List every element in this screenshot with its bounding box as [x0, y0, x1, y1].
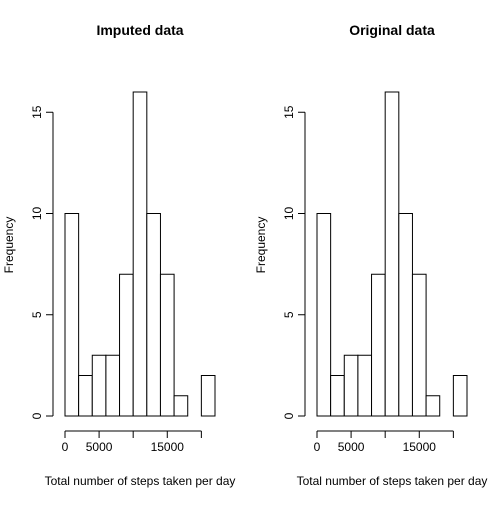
- x-tick-label: 5000: [86, 440, 113, 454]
- histogram-bar: [200, 375, 216, 417]
- y-axis-label: Frequency: [254, 217, 268, 274]
- panel-title: Original data: [349, 22, 435, 38]
- panel-title: Imputed data: [96, 22, 183, 38]
- original-data-panel: Original data Total number of steps take…: [254, 22, 487, 488]
- histogram-bar: [357, 354, 373, 417]
- histogram-bar: [425, 395, 441, 417]
- histogram-bar: [132, 91, 148, 417]
- y-axis-label: Frequency: [2, 217, 16, 274]
- x-axis: 0 5000 15000: [62, 430, 202, 454]
- histogram-bar: [398, 213, 413, 417]
- y-tick-label: 0: [30, 412, 44, 419]
- histogram-bar: [78, 375, 93, 417]
- imputed-data-panel: Imputed data Total number of steps taken…: [2, 22, 235, 488]
- y-tick-label: 5: [30, 311, 44, 318]
- histogram-bar: [119, 273, 134, 417]
- histogram-bar: [411, 273, 427, 417]
- histogram-bar: [330, 375, 345, 417]
- x-tick-label: 15000: [403, 440, 437, 454]
- histogram-bar: [146, 213, 161, 417]
- x-tick-label: 0: [62, 440, 69, 454]
- y-tick-label: 10: [30, 207, 44, 221]
- histogram-bar: [371, 273, 386, 417]
- histogram-bar: [452, 375, 468, 417]
- bars-group: [316, 91, 468, 417]
- histogram-bar: [159, 273, 175, 417]
- histogram-bar: [91, 354, 107, 417]
- y-axis: 0 5 10 15: [30, 105, 54, 419]
- histogram-bar: [384, 91, 400, 417]
- y-tick-label: 5: [282, 311, 296, 318]
- histogram-bar: [316, 213, 332, 417]
- y-tick-label: 15: [282, 105, 296, 119]
- x-axis-label: Total number of steps taken per day: [297, 474, 488, 488]
- y-axis: 0 5 10 15: [282, 105, 306, 419]
- histogram-bar: [173, 395, 189, 417]
- x-axis-label: Total number of steps taken per day: [45, 474, 236, 488]
- x-axis: 0 5000 15000: [314, 430, 454, 454]
- x-tick-label: 15000: [151, 440, 185, 454]
- histogram-bar: [343, 354, 359, 417]
- bars-group: [64, 91, 216, 417]
- x-tick-label: 0: [314, 440, 321, 454]
- y-tick-label: 15: [30, 105, 44, 119]
- histogram-bar: [64, 213, 80, 417]
- x-tick-label: 5000: [338, 440, 365, 454]
- y-tick-label: 10: [282, 207, 296, 221]
- histogram-bar: [105, 354, 121, 417]
- y-tick-label: 0: [282, 412, 296, 419]
